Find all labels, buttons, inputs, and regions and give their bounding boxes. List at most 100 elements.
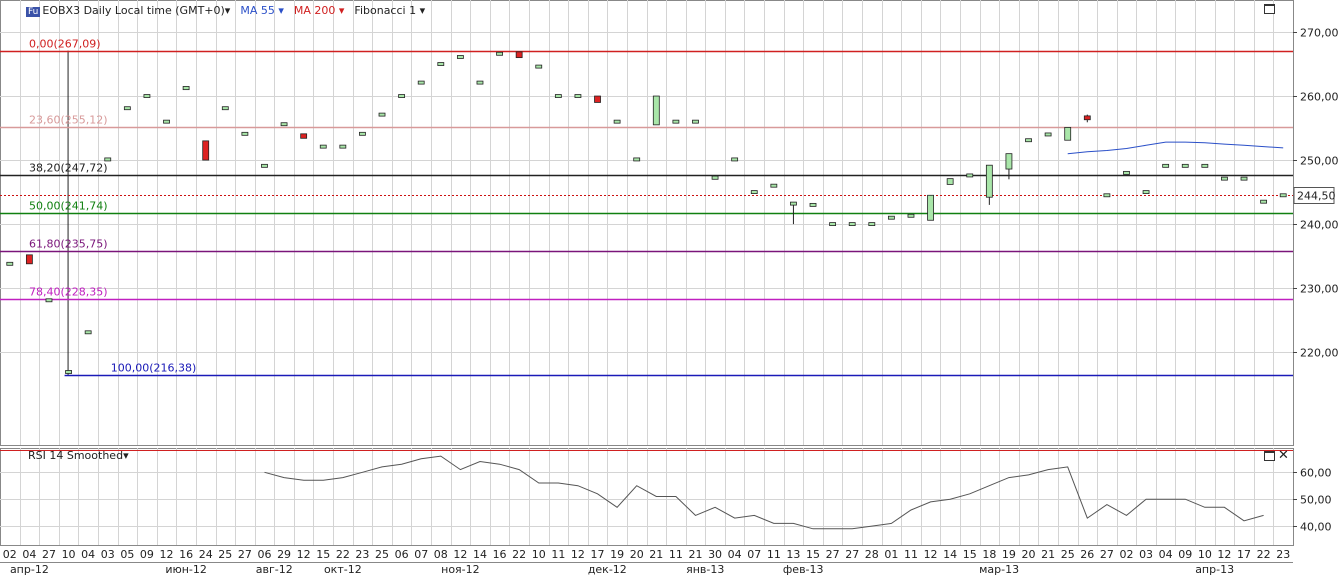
candle (887, 215, 895, 220)
candle (456, 55, 464, 59)
x-day-label: 21 (688, 548, 702, 561)
candle (672, 119, 680, 124)
y-tick-label: 270,00 (1300, 27, 1339, 40)
x-day-label: 23 (355, 548, 369, 561)
x-day-label: 21 (1041, 548, 1055, 561)
x-day-label: 19 (610, 548, 624, 561)
candle (809, 202, 817, 207)
candle (241, 131, 249, 136)
x-day-label: 27 (42, 548, 56, 561)
ma-line-layer (1067, 141, 1284, 155)
symbol-label: EOBX3 Daily Local time (GMT+0) (42, 4, 225, 17)
candle (1064, 127, 1072, 141)
rsi-tick-label: 50,00 (1300, 494, 1332, 507)
x-day-label: 07 (747, 548, 761, 561)
x-day-label: 10 (1198, 548, 1212, 561)
candle (985, 164, 993, 198)
x-month-label: апр-13 (1195, 563, 1234, 575)
ma200-label: MA 200 (293, 4, 336, 17)
candle (535, 64, 543, 69)
rsi-tick-label: 60,00 (1300, 467, 1332, 480)
y-tick-label: 230,00 (1300, 283, 1339, 296)
candle (280, 122, 288, 127)
ma55-selector[interactable]: MA 55 ▾ (240, 4, 284, 17)
candle (770, 183, 778, 188)
x-day-label: 12 (453, 548, 467, 561)
candle (829, 222, 837, 227)
candle (966, 173, 974, 178)
candle (1044, 132, 1052, 137)
x-day-label: 10 (532, 548, 546, 561)
x-month-label: окт-12 (324, 563, 362, 575)
dropdown-arrow-icon: ▾ (123, 449, 129, 462)
x-day-label: 22 (336, 548, 350, 561)
x-day-label: 12 (1217, 548, 1231, 561)
ma55-line (1067, 141, 1284, 155)
x-day-label: 24 (199, 548, 213, 561)
x-day-label: 16 (493, 548, 507, 561)
candle (6, 261, 14, 266)
x-month-label: дек-12 (588, 563, 627, 575)
candle (437, 62, 445, 66)
candle (163, 119, 170, 124)
maximize-icon[interactable] (1264, 451, 1275, 461)
maximize-icon[interactable] (1264, 4, 1275, 14)
candle (1162, 163, 1170, 168)
candle (633, 157, 641, 162)
x-day-label: 19 (1002, 548, 1016, 561)
x-day-label: 14 (943, 548, 957, 561)
symbol-icon: Fu (26, 7, 41, 17)
x-day-label: 06 (257, 548, 271, 561)
x-day-label: 09 (1178, 548, 1192, 561)
x-day-label: 08 (434, 548, 448, 561)
candle (123, 106, 131, 111)
x-day-label: 11 (669, 548, 683, 561)
x-day-label: 17 (591, 548, 605, 561)
x-day-label: 23 (1276, 548, 1290, 561)
candle (65, 370, 72, 374)
y-tick-label: 240,00 (1300, 219, 1339, 232)
x-day-label: 14 (473, 548, 487, 561)
candle (868, 222, 876, 227)
candle (790, 201, 797, 206)
x-day-label: 25 (1061, 548, 1075, 561)
fibonacci-selector[interactable]: Fibonacci 1 ▾ (354, 4, 425, 17)
candle (1142, 190, 1150, 194)
x-month-label: июн-12 (165, 563, 207, 575)
x-day-label: 15 (963, 548, 977, 561)
x-day-label: 12 (571, 548, 585, 561)
candle (25, 254, 33, 265)
x-day-label: 01 (884, 548, 898, 561)
x-day-label: 07 (414, 548, 428, 561)
candle (927, 194, 934, 221)
rsi-selector[interactable]: RSI 14 Smoothed▾ (28, 449, 129, 462)
x-day-label: 27 (826, 548, 840, 561)
candle (1221, 176, 1228, 181)
candle (1123, 170, 1130, 175)
dropdown-arrow-icon: ▾ (338, 4, 345, 17)
x-day-label: 22 (1257, 548, 1271, 561)
candle (594, 95, 601, 103)
fibonacci-label: Fibonacci 1 (354, 4, 417, 17)
y-tick-label: 250,00 (1300, 155, 1339, 168)
candle (692, 119, 699, 124)
fibonacci-levels: 0,00(267,09) 23,60(255,12) 38,20(247,72) 50… (0, 38, 1293, 377)
x-day-label: 27 (1100, 548, 1114, 561)
candle (1083, 115, 1091, 121)
x-day-label: 16 (179, 548, 193, 561)
ma200-selector[interactable]: MA 200 ▾ (294, 4, 345, 17)
x-month-label: янв-13 (686, 563, 724, 575)
axes: 270,00 260,00 250,00 240,00 230,00 220,00 60,0… (0, 27, 1339, 575)
dropdown-arrow-icon: ▾ (278, 4, 284, 17)
candle (261, 163, 268, 168)
candle (946, 178, 954, 185)
x-day-label: 12 (297, 548, 311, 561)
candle (378, 112, 386, 117)
close-icon[interactable]: ✕ (1278, 448, 1289, 463)
x-day-label: 05 (120, 548, 134, 561)
candle (711, 175, 719, 180)
fib-level-label: 0,00(267,09) (29, 38, 101, 51)
symbol-selector[interactable]: Fu EOBX3 Daily Local time (GMT+0)▾ (26, 4, 230, 17)
x-day-label: 11 (904, 548, 918, 561)
